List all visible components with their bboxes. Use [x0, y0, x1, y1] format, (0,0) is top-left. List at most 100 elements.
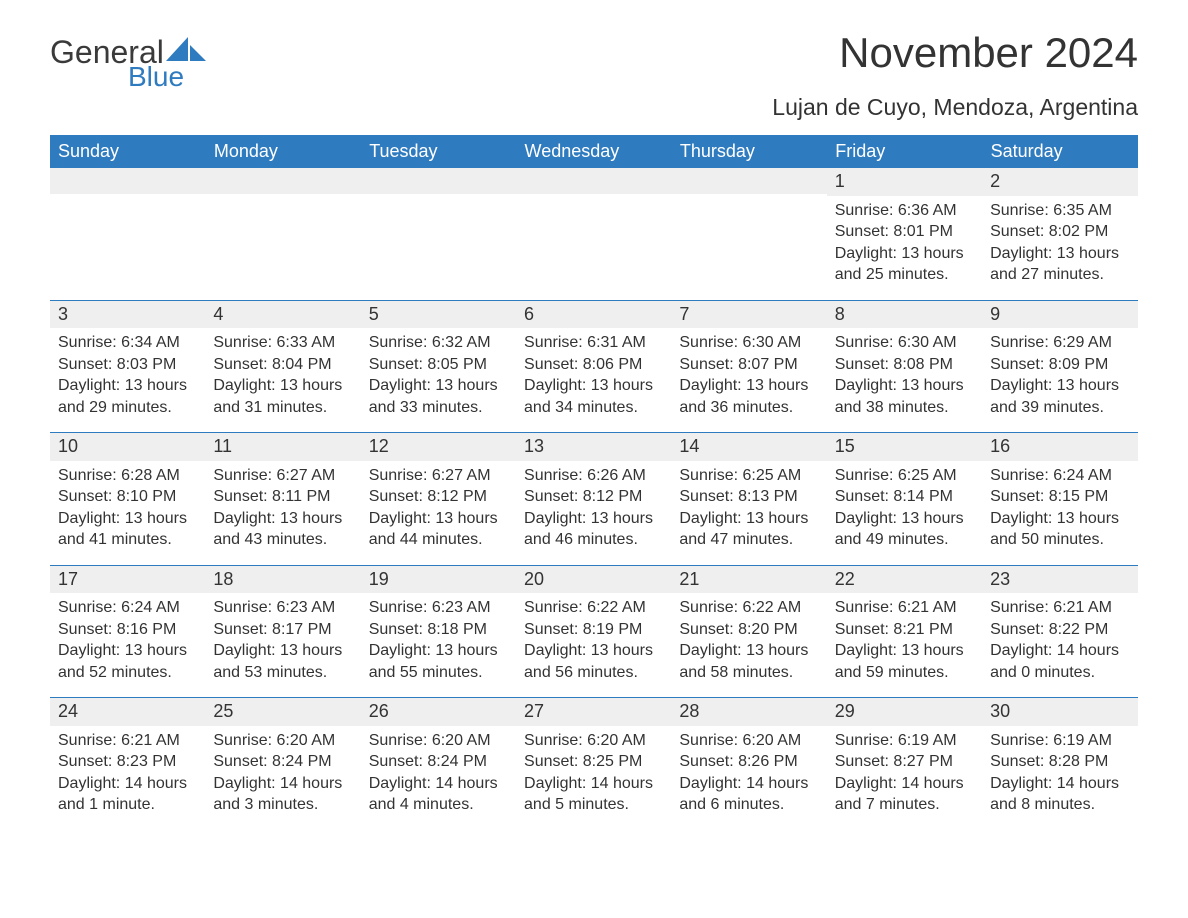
day-sunset: Sunset: 8:17 PM	[213, 619, 354, 641]
day-body: Sunrise: 6:21 AMSunset: 8:22 PMDaylight:…	[982, 593, 1137, 689]
empty-day-strip	[50, 168, 205, 194]
day-body: Sunrise: 6:29 AMSunset: 8:09 PMDaylight:…	[982, 328, 1137, 424]
day-sunrise: Sunrise: 6:20 AM	[369, 730, 510, 752]
day-body: Sunrise: 6:20 AMSunset: 8:25 PMDaylight:…	[516, 726, 671, 822]
empty-day-strip	[361, 168, 516, 194]
day-body: Sunrise: 6:24 AMSunset: 8:15 PMDaylight:…	[982, 461, 1137, 557]
day-cell: 30Sunrise: 6:19 AMSunset: 8:28 PMDayligh…	[982, 698, 1137, 830]
day-sunrise: Sunrise: 6:20 AM	[213, 730, 354, 752]
day-body: Sunrise: 6:35 AMSunset: 8:02 PMDaylight:…	[982, 196, 1137, 292]
day-sunset: Sunset: 8:11 PM	[213, 486, 354, 508]
day-sunrise: Sunrise: 6:23 AM	[213, 597, 354, 619]
day-cell: 15Sunrise: 6:25 AMSunset: 8:14 PMDayligh…	[827, 433, 982, 565]
day-sunset: Sunset: 8:15 PM	[990, 486, 1131, 508]
day-cell	[205, 168, 360, 300]
day-daylight: Daylight: 13 hours and 34 minutes.	[524, 375, 665, 418]
day-sunset: Sunset: 8:24 PM	[369, 751, 510, 773]
day-sunset: Sunset: 8:21 PM	[835, 619, 976, 641]
day-sunset: Sunset: 8:26 PM	[679, 751, 820, 773]
day-body: Sunrise: 6:31 AMSunset: 8:06 PMDaylight:…	[516, 328, 671, 424]
day-sunrise: Sunrise: 6:22 AM	[679, 597, 820, 619]
day-sunset: Sunset: 8:12 PM	[369, 486, 510, 508]
day-sunset: Sunset: 8:18 PM	[369, 619, 510, 641]
day-sunset: Sunset: 8:08 PM	[835, 354, 976, 376]
day-sunset: Sunset: 8:10 PM	[58, 486, 199, 508]
day-number: 27	[516, 698, 671, 725]
week-row: 10Sunrise: 6:28 AMSunset: 8:10 PMDayligh…	[50, 433, 1138, 565]
day-daylight: Daylight: 13 hours and 36 minutes.	[679, 375, 820, 418]
day-number: 20	[516, 566, 671, 593]
day-number: 2	[982, 168, 1137, 195]
day-number: 7	[671, 301, 826, 328]
empty-day-strip	[516, 168, 671, 194]
week-row: 24Sunrise: 6:21 AMSunset: 8:23 PMDayligh…	[50, 698, 1138, 830]
day-body: Sunrise: 6:21 AMSunset: 8:23 PMDaylight:…	[50, 726, 205, 822]
day-sunrise: Sunrise: 6:29 AM	[990, 332, 1131, 354]
day-daylight: Daylight: 13 hours and 44 minutes.	[369, 508, 510, 551]
day-cell: 13Sunrise: 6:26 AMSunset: 8:12 PMDayligh…	[516, 433, 671, 565]
day-sunset: Sunset: 8:24 PM	[213, 751, 354, 773]
day-sunset: Sunset: 8:22 PM	[990, 619, 1131, 641]
day-cell	[361, 168, 516, 300]
day-cell: 22 Sunrise: 6:21 AMSunset: 8:21 PMDayligh…	[827, 566, 982, 698]
day-number: 13	[516, 433, 671, 460]
day-body: Sunrise: 6:24 AMSunset: 8:16 PMDaylight:…	[50, 593, 205, 689]
day-body: Sunrise: 6:36 AMSunset: 8:01 PMDaylight:…	[827, 196, 982, 292]
day-sunrise: Sunrise: 6:24 AM	[58, 597, 199, 619]
header: General Blue November 2024 Lujan de Cuyo…	[50, 30, 1138, 131]
month-title: November 2024	[772, 30, 1138, 76]
day-daylight: Daylight: 13 hours and 31 minutes.	[213, 375, 354, 418]
day-daylight: Daylight: 13 hours and 43 minutes.	[213, 508, 354, 551]
brand-sub: Blue	[128, 64, 184, 89]
day-sunrise: Sunrise: 6:19 AM	[990, 730, 1131, 752]
day-number: 30	[982, 698, 1137, 725]
day-cell: 27Sunrise: 6:20 AMSunset: 8:25 PMDayligh…	[516, 698, 671, 830]
weekday-header-row: SundayMondayTuesdayWednesdayThursdayFrid…	[50, 135, 1138, 168]
day-sunset: Sunset: 8:14 PM	[835, 486, 976, 508]
day-cell: 23Sunrise: 6:21 AMSunset: 8:22 PMDayligh…	[982, 566, 1137, 698]
day-body: Sunrise: 6:26 AMSunset: 8:12 PMDaylight:…	[516, 461, 671, 557]
day-sunset: Sunset: 8:20 PM	[679, 619, 820, 641]
day-body: Sunrise: 6:27 AMSunset: 8:12 PMDaylight:…	[361, 461, 516, 557]
day-number: 16	[982, 433, 1137, 460]
day-body: Sunrise: 6:32 AMSunset: 8:05 PMDaylight:…	[361, 328, 516, 424]
day-daylight: Daylight: 13 hours and 38 minutes.	[835, 375, 976, 418]
day-sunset: Sunset: 8:03 PM	[58, 354, 199, 376]
week-row: 17Sunrise: 6:24 AMSunset: 8:16 PMDayligh…	[50, 566, 1138, 698]
day-daylight: Daylight: 13 hours and 25 minutes.	[835, 243, 976, 286]
day-sunrise: Sunrise: 6:21 AM	[990, 597, 1131, 619]
day-body: Sunrise: 6:34 AMSunset: 8:03 PMDaylight:…	[50, 328, 205, 424]
day-daylight: Daylight: 13 hours and 59 minutes.	[835, 640, 976, 683]
day-daylight: Daylight: 13 hours and 41 minutes.	[58, 508, 199, 551]
day-sunset: Sunset: 8:02 PM	[990, 221, 1131, 243]
day-sunrise: Sunrise: 6:24 AM	[990, 465, 1131, 487]
brand-logo: General Blue	[50, 30, 206, 89]
day-daylight: Daylight: 13 hours and 58 minutes.	[679, 640, 820, 683]
day-sunset: Sunset: 8:07 PM	[679, 354, 820, 376]
day-daylight: Daylight: 13 hours and 46 minutes.	[524, 508, 665, 551]
calendar-table: SundayMondayTuesdayWednesdayThursdayFrid…	[50, 135, 1138, 830]
day-sunrise: Sunrise: 6:27 AM	[213, 465, 354, 487]
day-number: 28	[671, 698, 826, 725]
day-cell: 19Sunrise: 6:23 AMSunset: 8:18 PMDayligh…	[361, 566, 516, 698]
day-sunrise: Sunrise: 6:20 AM	[524, 730, 665, 752]
day-sunrise: Sunrise: 6:36 AM	[835, 200, 976, 222]
day-body: Sunrise: 6:22 AMSunset: 8:20 PMDaylight:…	[671, 593, 826, 689]
day-sunrise: Sunrise: 6:20 AM	[679, 730, 820, 752]
day-sunrise: Sunrise: 6:28 AM	[58, 465, 199, 487]
day-cell	[516, 168, 671, 300]
day-sunset: Sunset: 8:01 PM	[835, 221, 976, 243]
day-number: 22	[827, 566, 982, 593]
day-sunset: Sunset: 8:19 PM	[524, 619, 665, 641]
day-cell: 11Sunrise: 6:27 AMSunset: 8:11 PMDayligh…	[205, 433, 360, 565]
day-sunrise: Sunrise: 6:30 AM	[679, 332, 820, 354]
day-cell: 14Sunrise: 6:25 AMSunset: 8:13 PMDayligh…	[671, 433, 826, 565]
day-body: Sunrise: 6:25 AMSunset: 8:13 PMDaylight:…	[671, 461, 826, 557]
day-daylight: Daylight: 13 hours and 39 minutes.	[990, 375, 1131, 418]
day-cell	[50, 168, 205, 300]
day-cell: 6Sunrise: 6:31 AMSunset: 8:06 PMDaylight…	[516, 301, 671, 433]
empty-day-strip	[671, 168, 826, 194]
day-sunrise: Sunrise: 6:21 AM	[835, 597, 976, 619]
weekday-header: Wednesday	[516, 135, 671, 168]
day-cell: 10Sunrise: 6:28 AMSunset: 8:10 PMDayligh…	[50, 433, 205, 565]
